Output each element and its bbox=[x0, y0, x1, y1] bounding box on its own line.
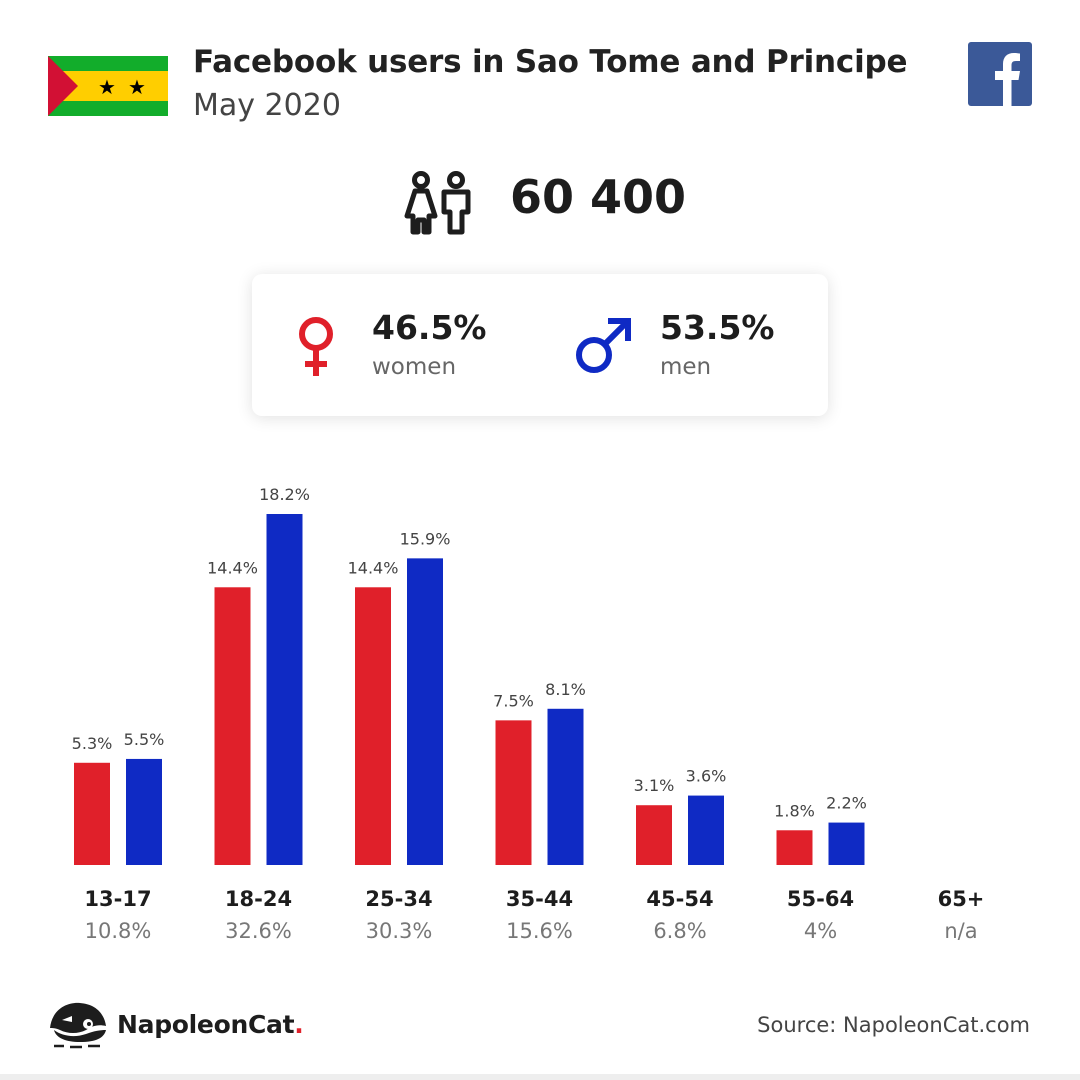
bar-women-18-24 bbox=[214, 587, 251, 865]
men-label: men bbox=[660, 354, 712, 380]
bar-women-25-34 bbox=[355, 587, 391, 865]
bar-men-25-34 bbox=[407, 558, 443, 865]
category-label-18-24: 18-24 bbox=[225, 887, 292, 911]
data-label-women-25-34: 14.4% bbox=[348, 558, 399, 577]
bottom-divider bbox=[0, 1074, 1080, 1080]
data-label-men-25-34: 15.9% bbox=[400, 529, 451, 548]
data-label-women-45-54: 3.1% bbox=[634, 776, 675, 795]
sao-tome-flag-icon: ★ ★ bbox=[48, 56, 168, 116]
data-label-men-13-17: 5.5% bbox=[124, 730, 165, 749]
data-label-women-18-24: 14.4% bbox=[207, 558, 258, 577]
data-label-men-45-54: 3.6% bbox=[686, 767, 727, 786]
female-symbol-icon bbox=[299, 317, 333, 376]
total-users-count: 60 400 bbox=[510, 170, 687, 224]
svg-text:★: ★ bbox=[128, 75, 146, 99]
category-total-18-24: 32.6% bbox=[225, 919, 292, 943]
category-total-55-64: 4% bbox=[804, 919, 837, 943]
facebook-logo-icon bbox=[968, 42, 1032, 106]
data-label-women-35-44: 7.5% bbox=[493, 691, 534, 710]
category-total-35-44: 15.6% bbox=[506, 919, 573, 943]
age-gender-bar-chart: 5.3% 5.5% 13-17 10.8% 14.4% 18.2% 18-24 32.6% 14… bbox=[72, 485, 985, 943]
data-label-women-13-17: 5.3% bbox=[72, 734, 113, 753]
page-subtitle: May 2020 bbox=[193, 88, 341, 123]
napoleoncat-logo-icon bbox=[50, 1002, 106, 1049]
category-total-65+: n/a bbox=[944, 919, 977, 943]
bar-men-45-54 bbox=[688, 795, 724, 865]
gender-breakdown-card: 46.5% women 53.5% men bbox=[252, 274, 828, 416]
category-label-13-17: 13-17 bbox=[84, 887, 151, 911]
data-label-men-35-44: 8.1% bbox=[545, 680, 586, 699]
people-icon bbox=[404, 171, 471, 235]
category-label-35-44: 35-44 bbox=[506, 887, 573, 911]
data-label-men-18-24: 18.2% bbox=[259, 485, 310, 504]
svg-text:★: ★ bbox=[98, 75, 116, 99]
bar-men-18-24 bbox=[266, 514, 303, 865]
brand-dot: . bbox=[294, 1010, 304, 1039]
category-label-55-64: 55-64 bbox=[787, 887, 854, 911]
category-label-45-54: 45-54 bbox=[646, 887, 713, 911]
source-credit: Source: NapoleonCat.com bbox=[757, 1013, 1030, 1037]
bar-women-55-64 bbox=[776, 830, 813, 865]
women-percentage: 46.5% bbox=[372, 308, 487, 347]
category-total-25-34: 30.3% bbox=[366, 919, 433, 943]
bar-men-13-17 bbox=[126, 758, 162, 865]
men-percentage: 53.5% bbox=[660, 308, 775, 347]
category-label-25-34: 25-34 bbox=[365, 887, 432, 911]
bar-women-35-44 bbox=[495, 720, 532, 865]
bar-women-13-17 bbox=[74, 762, 110, 865]
category-label-65+: 65+ bbox=[938, 887, 985, 911]
category-total-45-54: 6.8% bbox=[653, 919, 706, 943]
data-label-women-55-64: 1.8% bbox=[774, 801, 815, 820]
male-symbol-icon bbox=[576, 318, 631, 373]
women-label: women bbox=[372, 354, 457, 380]
data-label-men-55-64: 2.2% bbox=[826, 794, 867, 813]
bar-men-35-44 bbox=[547, 708, 584, 865]
brand-name: NapoleonCat. bbox=[117, 1010, 304, 1039]
bar-women-45-54 bbox=[636, 805, 672, 865]
bar-men-55-64 bbox=[828, 822, 865, 865]
category-total-13-17: 10.8% bbox=[85, 919, 152, 943]
page-title: Facebook users in Sao Tome and Principe bbox=[193, 44, 908, 80]
brand-name-text: NapoleonCat bbox=[117, 1010, 295, 1039]
